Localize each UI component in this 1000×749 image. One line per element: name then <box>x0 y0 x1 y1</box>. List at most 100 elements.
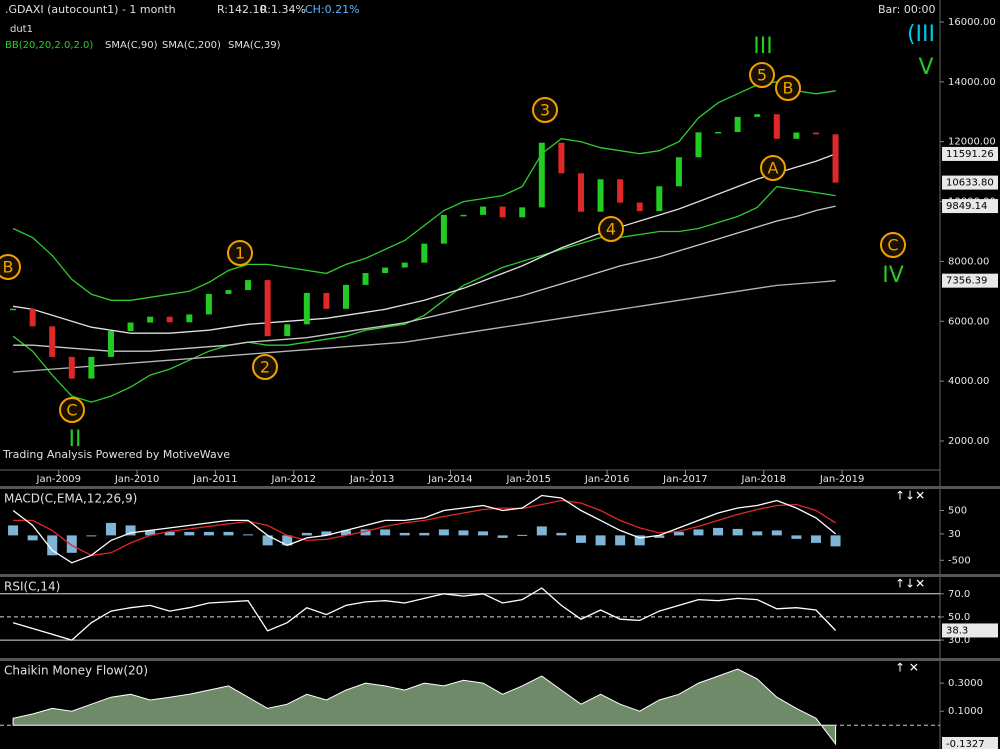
histogram-bar <box>458 530 469 536</box>
histogram-bar <box>145 530 156 536</box>
series-line <box>12 587 837 641</box>
wave-label: III <box>753 34 772 59</box>
wave-label: 5 <box>757 66 767 85</box>
price-bar <box>519 207 526 218</box>
bar-time: Bar: 00:00 <box>878 3 936 16</box>
price-bar <box>832 134 839 183</box>
price-bar <box>49 326 56 357</box>
price-bar <box>10 308 17 311</box>
histogram-bar <box>66 535 77 553</box>
histogram-bar <box>791 535 802 539</box>
price-bar <box>558 142 565 174</box>
x-tick-label: Jan-2018 <box>741 474 786 485</box>
last-value-label: 11591.26 <box>946 149 994 160</box>
series-line <box>13 205 836 352</box>
series-line <box>12 185 836 403</box>
panel: Chaikin Money Flow(20) ↑ ✕ 0.3000 0.1000 -0.… <box>0 661 998 749</box>
price-bar <box>460 214 467 217</box>
histogram-bar <box>713 527 724 536</box>
last-value-box <box>942 736 998 749</box>
histogram-bar <box>595 535 606 546</box>
x-tick-label: Jan-2009 <box>36 474 81 485</box>
wave-label: II <box>69 427 82 452</box>
histogram-bar <box>105 522 116 536</box>
price-bar <box>127 322 134 331</box>
histogram-bar <box>47 535 58 556</box>
symbol: .GDAXI (autocount1) - 1 month <box>5 3 176 16</box>
indicator: SMA(C,200) <box>162 40 221 51</box>
histogram-bar <box>536 526 547 536</box>
price-bar <box>382 267 389 274</box>
price-bar <box>754 114 761 117</box>
wave-circle <box>880 232 906 258</box>
histogram-bar <box>184 531 195 536</box>
wave-label: (III <box>907 22 935 47</box>
y-tick-label: 70.0 <box>948 589 970 600</box>
y-tick-label: -500 <box>948 555 971 566</box>
price-bar <box>362 273 369 285</box>
y-tick-label: 4000.00 <box>948 376 989 387</box>
x-tick-label: Jan-2012 <box>271 474 316 485</box>
last-value-box <box>942 623 998 638</box>
wave-label: C <box>66 401 77 420</box>
panel-separator <box>0 574 1000 577</box>
last-value-label: 38.3 <box>946 625 968 636</box>
histogram-bar <box>810 535 821 543</box>
wave-label: C <box>887 236 898 255</box>
price-bar <box>147 316 154 323</box>
y-tick-label: 500 <box>948 505 967 516</box>
histogram-bar <box>282 535 293 546</box>
histogram-bar <box>732 528 743 536</box>
wave-label: V <box>918 55 933 80</box>
price-bar <box>205 293 212 315</box>
footer: Trading Analysis Powered by MotiveWave <box>2 448 230 461</box>
histogram-bar <box>438 529 449 536</box>
wave-label: 2 <box>260 358 270 377</box>
wave-circle <box>760 155 786 181</box>
price-bar <box>107 330 114 357</box>
price-bar <box>342 284 349 309</box>
price-bar <box>812 132 819 135</box>
histogram-bar <box>575 535 586 543</box>
histogram-bar <box>771 530 782 536</box>
price-bar <box>617 179 624 203</box>
panel-buttons[interactable]: ↑↓✕ <box>895 577 925 591</box>
x-tick-label: Jan-2010 <box>114 474 159 485</box>
wave-circle <box>532 97 558 123</box>
y-tick-label: 12000.00 <box>948 137 996 148</box>
price-bar <box>264 280 271 337</box>
price-bar <box>793 132 800 139</box>
price-bar <box>440 214 447 244</box>
histogram-bar <box>693 529 704 536</box>
x-tick-label: Jan-2014 <box>427 474 472 485</box>
histogram-bar <box>223 531 234 536</box>
panel-buttons[interactable]: ↑ ✕ <box>895 661 919 675</box>
histogram-bar <box>125 525 136 536</box>
price-bar <box>401 262 408 268</box>
series-line <box>12 494 837 564</box>
price-bar <box>636 202 643 212</box>
y-tick-label: 30.0 <box>948 635 970 646</box>
histogram-bar <box>673 531 684 536</box>
panel: RSI(C,14) ↑↓✕ 70.0 50.0 30.038.3 <box>0 577 998 646</box>
series-line <box>12 81 836 301</box>
panel: 2000.004000.006000.008000.0010000.001200… <box>10 17 998 447</box>
wave-label: 3 <box>540 101 550 120</box>
price-bar <box>245 280 252 291</box>
panel-separator <box>0 658 1000 661</box>
price-bar <box>499 206 506 218</box>
histogram-bar <box>262 535 273 546</box>
histogram-bar <box>615 535 626 546</box>
range-pct: R:1.34% <box>260 3 306 16</box>
price-bar <box>284 324 291 337</box>
y-tick-label: 8000.00 <box>948 256 989 267</box>
x-tick-label: Jan-2019 <box>819 474 864 485</box>
panel-buttons[interactable]: ↑↓✕ <box>895 489 925 503</box>
wave-circle <box>0 254 21 280</box>
y-tick-label: 30 <box>948 529 961 540</box>
histogram-bar <box>86 535 97 537</box>
price-bar <box>695 132 702 158</box>
last-value-label: 9849.14 <box>946 201 987 212</box>
